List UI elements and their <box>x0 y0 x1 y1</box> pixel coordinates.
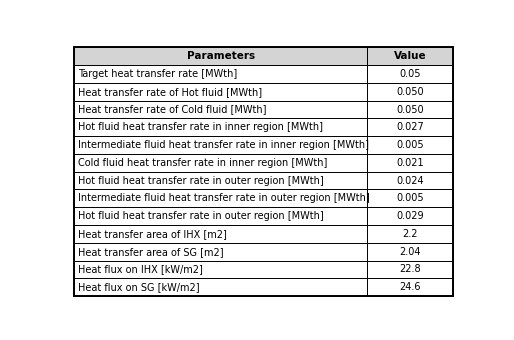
Bar <box>74 278 368 296</box>
Text: 0.005: 0.005 <box>396 193 424 203</box>
Bar <box>74 83 368 101</box>
Text: Heat flux on SG [kW/m2]: Heat flux on SG [kW/m2] <box>78 282 200 292</box>
Bar <box>74 260 368 278</box>
Bar <box>368 207 453 225</box>
Text: 0.029: 0.029 <box>396 211 424 221</box>
Text: 0.027: 0.027 <box>396 122 424 132</box>
Bar <box>74 189 368 207</box>
Text: 0.050: 0.050 <box>396 87 424 97</box>
Bar <box>368 243 453 260</box>
Bar <box>368 136 453 154</box>
Text: Hot fluid heat transfer rate in outer region [MWth]: Hot fluid heat transfer rate in outer re… <box>78 175 324 186</box>
Text: 2.04: 2.04 <box>399 246 421 257</box>
Text: 0.005: 0.005 <box>396 140 424 150</box>
Text: Heat transfer area of IHX [m2]: Heat transfer area of IHX [m2] <box>78 229 227 239</box>
Text: Target heat transfer rate [MWth]: Target heat transfer rate [MWth] <box>78 69 237 79</box>
Bar <box>74 154 368 172</box>
Bar <box>74 101 368 118</box>
Bar <box>368 101 453 118</box>
Text: Cold fluid heat transfer rate in inner region [MWth]: Cold fluid heat transfer rate in inner r… <box>78 158 327 168</box>
Text: Heat transfer area of SG [m2]: Heat transfer area of SG [m2] <box>78 246 224 257</box>
Bar <box>368 172 453 189</box>
Text: Heat transfer rate of Hot fluid [MWth]: Heat transfer rate of Hot fluid [MWth] <box>78 87 262 97</box>
Text: 22.8: 22.8 <box>399 265 421 274</box>
Text: 0.050: 0.050 <box>396 104 424 115</box>
Bar <box>74 172 368 189</box>
Bar <box>74 136 368 154</box>
Bar <box>368 154 453 172</box>
Text: Hot fluid heat transfer rate in outer region [MWth]: Hot fluid heat transfer rate in outer re… <box>78 211 324 221</box>
Bar <box>368 47 453 65</box>
Bar <box>368 83 453 101</box>
Bar <box>74 225 368 243</box>
Bar <box>368 278 453 296</box>
Bar <box>74 65 368 83</box>
Bar <box>368 260 453 278</box>
Bar <box>74 243 368 260</box>
Text: 2.2: 2.2 <box>402 229 418 239</box>
Text: 24.6: 24.6 <box>399 282 421 292</box>
Text: Heat transfer rate of Cold fluid [MWth]: Heat transfer rate of Cold fluid [MWth] <box>78 104 267 115</box>
Bar <box>74 47 368 65</box>
Bar <box>368 189 453 207</box>
Bar <box>368 118 453 136</box>
Text: 0.05: 0.05 <box>399 69 421 79</box>
Text: Intermediate fluid heat transfer rate in outer region [MWth]: Intermediate fluid heat transfer rate in… <box>78 193 370 203</box>
Text: 0.021: 0.021 <box>396 158 424 168</box>
Text: Heat flux on IHX [kW/m2]: Heat flux on IHX [kW/m2] <box>78 265 203 274</box>
Bar <box>368 65 453 83</box>
Text: 0.024: 0.024 <box>396 175 424 186</box>
Bar <box>74 118 368 136</box>
Bar <box>368 225 453 243</box>
Text: Intermediate fluid heat transfer rate in inner region [MWth]: Intermediate fluid heat transfer rate in… <box>78 140 369 150</box>
Text: Parameters: Parameters <box>187 51 255 61</box>
Bar <box>74 207 368 225</box>
Text: Value: Value <box>394 51 427 61</box>
Text: Hot fluid heat transfer rate in inner region [MWth]: Hot fluid heat transfer rate in inner re… <box>78 122 323 132</box>
